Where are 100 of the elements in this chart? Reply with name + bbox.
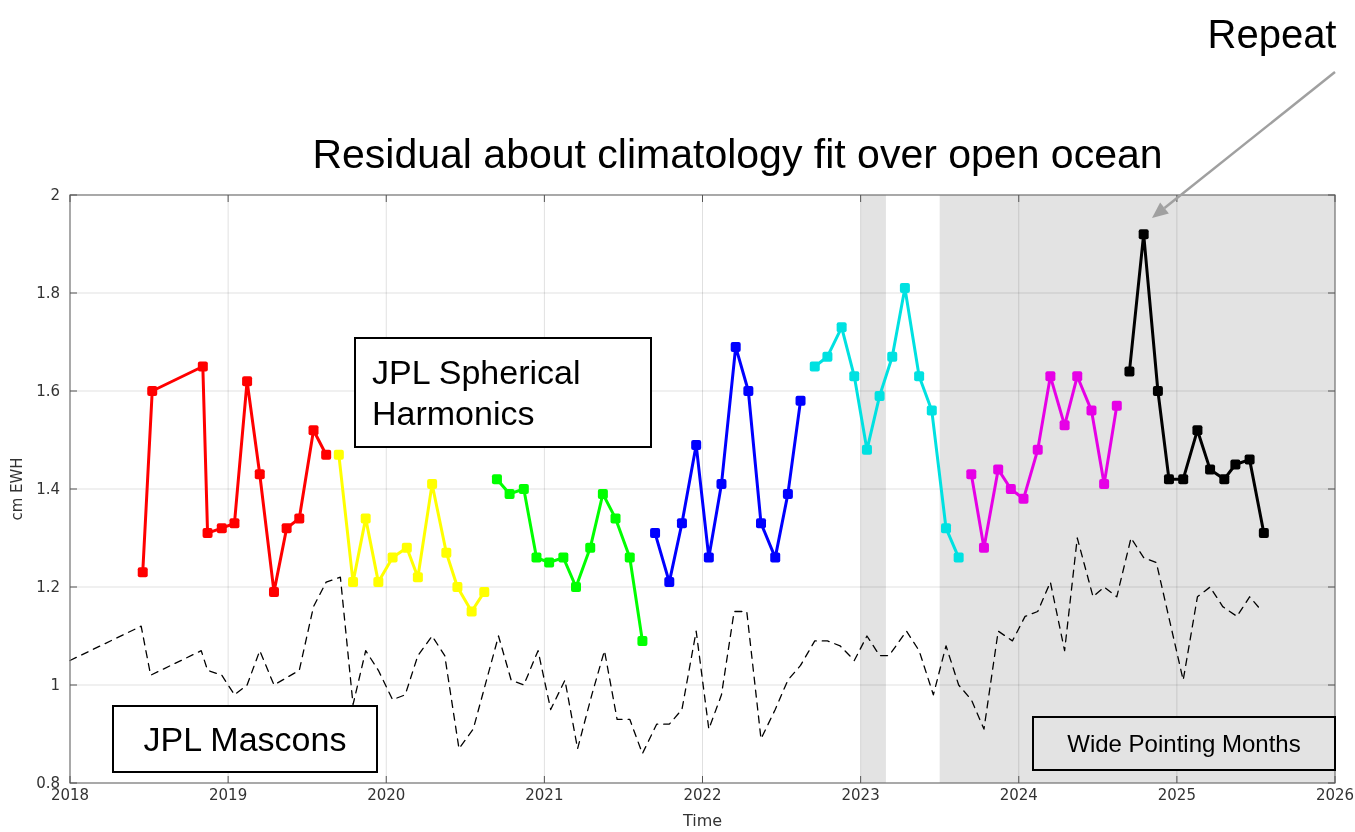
point bbox=[1059, 420, 1070, 431]
point bbox=[664, 577, 675, 588]
x-tick-label: 2022 bbox=[683, 786, 722, 804]
x-tick-label: 2021 bbox=[525, 786, 564, 804]
point bbox=[544, 557, 555, 568]
point bbox=[531, 552, 542, 563]
point bbox=[1124, 366, 1135, 377]
point bbox=[1163, 474, 1174, 485]
point bbox=[1018, 493, 1029, 504]
point bbox=[197, 361, 208, 372]
point bbox=[254, 469, 265, 480]
point bbox=[874, 390, 885, 401]
point bbox=[1230, 459, 1241, 470]
point bbox=[730, 341, 741, 352]
y-tick-label: 2 bbox=[50, 186, 60, 204]
point bbox=[1178, 474, 1189, 485]
point bbox=[308, 425, 319, 436]
point bbox=[637, 635, 648, 646]
point bbox=[518, 484, 529, 494]
point bbox=[137, 567, 148, 578]
point bbox=[147, 386, 158, 396]
point bbox=[1205, 464, 1216, 475]
x-tick-label: 2020 bbox=[367, 786, 406, 804]
point bbox=[202, 528, 213, 539]
point bbox=[504, 488, 515, 499]
point bbox=[836, 322, 847, 333]
point bbox=[610, 513, 621, 524]
point bbox=[1032, 444, 1043, 455]
point bbox=[333, 449, 344, 460]
point bbox=[624, 552, 635, 563]
point bbox=[571, 582, 581, 592]
point bbox=[268, 586, 279, 597]
point bbox=[1244, 454, 1255, 465]
point bbox=[993, 464, 1004, 475]
point bbox=[756, 518, 767, 529]
point bbox=[558, 552, 569, 563]
point bbox=[597, 488, 608, 499]
point bbox=[1192, 425, 1203, 436]
point bbox=[348, 577, 359, 588]
point bbox=[1219, 474, 1230, 485]
point bbox=[441, 547, 452, 558]
annotation: JPL Mascons bbox=[143, 720, 347, 759]
point bbox=[676, 518, 687, 529]
point bbox=[770, 552, 781, 563]
point bbox=[294, 513, 305, 524]
x-axis-title: Time bbox=[681, 811, 723, 830]
point bbox=[861, 444, 872, 455]
y-tick-label: 1.8 bbox=[36, 284, 60, 302]
point bbox=[229, 518, 240, 529]
point bbox=[887, 351, 898, 362]
y-tick-label: 1.2 bbox=[36, 578, 60, 596]
annotation: Wide Pointing Months bbox=[1067, 730, 1301, 758]
x-tick-label: 2019 bbox=[209, 786, 248, 804]
point bbox=[795, 395, 806, 406]
point bbox=[401, 542, 412, 553]
point bbox=[387, 552, 398, 563]
x-tick-label: 2026 bbox=[1315, 786, 1355, 804]
point bbox=[1138, 229, 1149, 240]
point bbox=[1099, 479, 1110, 490]
point bbox=[1258, 528, 1269, 539]
y-tick-label: 1 bbox=[50, 676, 60, 694]
point bbox=[926, 405, 937, 416]
annotation: JPL Spherical Harmonics bbox=[372, 353, 581, 433]
point bbox=[849, 371, 860, 382]
point bbox=[1111, 400, 1122, 411]
point bbox=[1086, 405, 1097, 416]
point bbox=[242, 376, 253, 387]
chart-title: Residual about climatology fit over open ocean bbox=[312, 131, 1163, 177]
y-tick-label: 1.6 bbox=[36, 382, 60, 400]
point bbox=[743, 386, 754, 396]
point bbox=[1152, 386, 1163, 396]
point bbox=[491, 474, 502, 485]
point bbox=[899, 283, 910, 294]
point bbox=[281, 523, 292, 534]
point bbox=[782, 488, 793, 499]
point bbox=[978, 542, 989, 553]
point bbox=[1005, 484, 1016, 494]
point bbox=[466, 606, 477, 617]
y-axis-title: cm EWH bbox=[8, 457, 26, 521]
point bbox=[650, 528, 661, 539]
point bbox=[373, 577, 384, 588]
point bbox=[822, 351, 833, 362]
point bbox=[1045, 371, 1056, 382]
point bbox=[941, 523, 952, 534]
x-tick-label: 2024 bbox=[999, 786, 1038, 804]
y-tick-label: 1.4 bbox=[36, 480, 60, 498]
point bbox=[216, 523, 227, 534]
point bbox=[452, 582, 463, 592]
x-tick-label: 2023 bbox=[841, 786, 880, 804]
point bbox=[703, 552, 714, 563]
point bbox=[585, 542, 596, 553]
point bbox=[1072, 371, 1083, 382]
x-tick-label: 2025 bbox=[1157, 786, 1196, 804]
text: Repeat bbox=[1207, 12, 1337, 56]
point bbox=[412, 572, 423, 583]
point bbox=[427, 479, 438, 490]
point bbox=[479, 586, 490, 597]
point bbox=[716, 479, 727, 490]
point bbox=[321, 449, 332, 460]
point bbox=[966, 469, 977, 480]
